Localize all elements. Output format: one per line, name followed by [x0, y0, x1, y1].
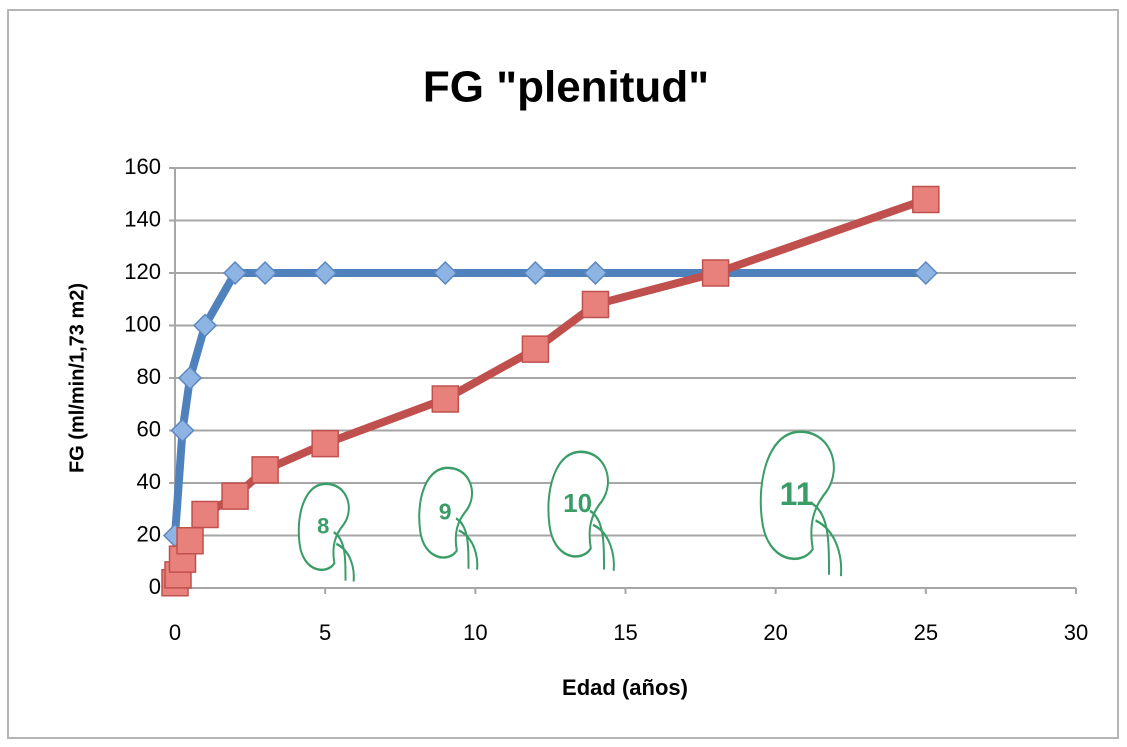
x-tick-label: 10 — [463, 620, 487, 645]
y-tick-label: 120 — [124, 259, 161, 284]
kidney-label: 10 — [563, 488, 592, 518]
marker — [522, 336, 548, 362]
marker — [913, 187, 939, 213]
x-tick-label: 30 — [1064, 620, 1088, 645]
y-tick-label: 20 — [137, 521, 161, 546]
chart: FG "plenitud" Edad (años) FG (ml/min/1,7… — [0, 0, 1127, 747]
marker — [703, 260, 729, 286]
y-tick-label: 100 — [124, 311, 161, 336]
x-tick-label: 20 — [763, 620, 787, 645]
kidney-label: 9 — [439, 499, 452, 525]
x-tick-label: 5 — [319, 620, 331, 645]
y-tick-label: 160 — [124, 154, 161, 179]
x-tick-label: 0 — [169, 620, 181, 645]
y-tick-label: 0 — [149, 574, 161, 599]
marker — [177, 528, 203, 554]
marker — [252, 457, 278, 483]
y-tick-label: 140 — [124, 206, 161, 231]
x-tick-label: 15 — [613, 620, 637, 645]
marker — [432, 386, 458, 412]
x-axis-label: Edad (años) — [562, 675, 688, 700]
x-tick-label: 25 — [914, 620, 938, 645]
marker — [312, 431, 338, 457]
y-axis-label: FG (ml/min/1,73 m2) — [66, 283, 88, 473]
kidney-label: 11 — [780, 476, 814, 512]
kidney-label: 8 — [317, 514, 329, 539]
y-tick-label: 80 — [137, 364, 161, 389]
y-tick-label: 40 — [137, 469, 161, 494]
marker — [582, 292, 608, 318]
y-tick-label: 60 — [137, 416, 161, 441]
marker — [192, 502, 218, 528]
chart-title: FG "plenitud" — [423, 63, 709, 112]
marker — [222, 483, 248, 509]
